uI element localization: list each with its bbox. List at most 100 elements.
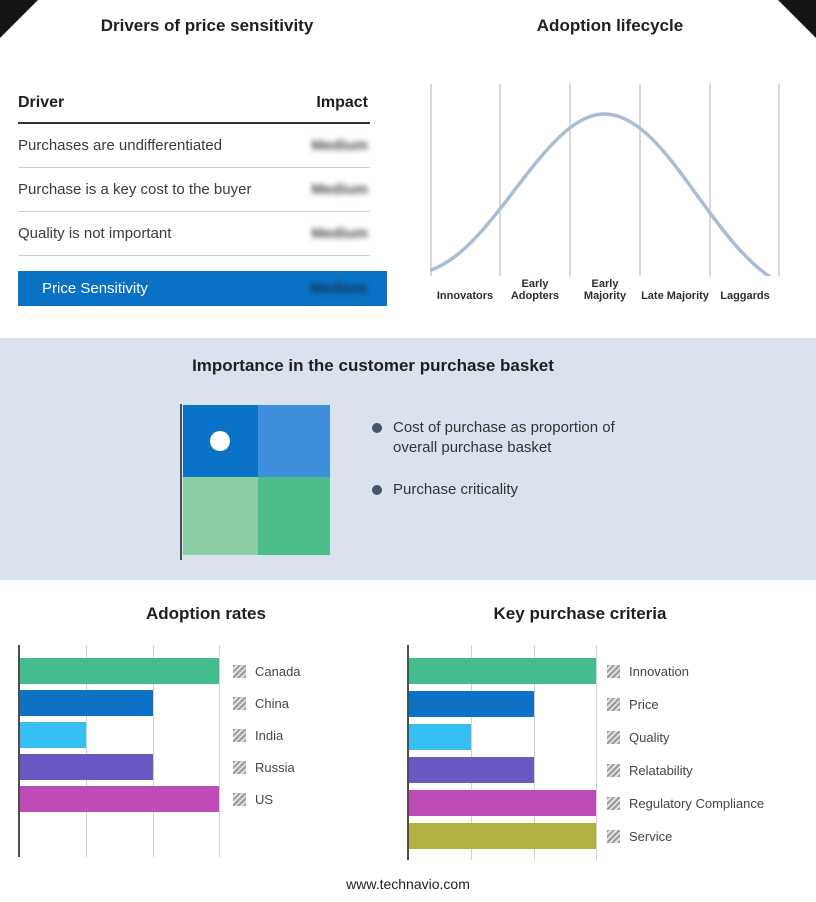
bar-india xyxy=(20,722,87,748)
legend-item: Innovation xyxy=(607,663,689,679)
gridline xyxy=(471,645,472,860)
bullet-text: Cost of purchase as proportion of overal… xyxy=(393,419,615,456)
legend-label: Service xyxy=(629,828,673,844)
price-sensitivity-summary-bar: Price Sensitivity Medium xyxy=(18,271,387,306)
legend-label: Russia xyxy=(255,759,295,775)
legend-item: Canada xyxy=(233,663,301,679)
bullet-icon xyxy=(372,485,382,495)
adoption-rates-title: Adoption rates xyxy=(146,604,266,623)
bullet-text: Purchase criticality xyxy=(393,481,519,498)
bullet-icon xyxy=(372,423,382,433)
drivers-table-header: Driver Impact xyxy=(18,90,370,124)
drivers-section-title: Drivers of price sensitivity xyxy=(100,16,314,35)
legend-label: Innovation xyxy=(629,663,689,679)
impact-cell: Medium xyxy=(311,181,368,198)
impact-cell: Medium xyxy=(311,225,368,242)
corner-accent-top-left-icon xyxy=(0,0,38,38)
lifecycle-stage-labels: Innovators Early Adopters Early Majority… xyxy=(430,274,780,302)
position-marker-icon xyxy=(210,431,230,451)
gridline xyxy=(534,645,535,860)
bar-relatability xyxy=(409,757,534,783)
legend-label: China xyxy=(255,695,289,711)
lifecycle-section-title: Adoption lifecycle xyxy=(536,16,684,35)
bar-china xyxy=(20,690,153,716)
bell-curve xyxy=(429,112,780,284)
bar-regulatory-compliance xyxy=(409,790,596,816)
driver-cell: Purchases are undifferentiated xyxy=(18,137,223,154)
bar-russia xyxy=(20,754,153,780)
legend-label: US xyxy=(255,791,274,807)
lifecycle-stage-label: Early Majority xyxy=(583,278,627,302)
legend-swatch-icon xyxy=(607,796,620,810)
corner-accent-top-right-icon xyxy=(778,0,816,38)
quadrant-axis-line xyxy=(180,404,182,560)
legend-item: Price xyxy=(607,696,659,712)
adoption-rates-legend: Canada China India Russia US xyxy=(233,645,393,857)
adoption-lifecycle-chart: Innovators Early Adopters Early Majority… xyxy=(429,84,780,302)
quadrant-top-left xyxy=(183,405,258,477)
website-url: www.technavio.com xyxy=(346,876,470,892)
lifecycle-stage-label: Laggards xyxy=(720,290,770,302)
purchase-basket-section: Importance in the customer purchase bask… xyxy=(0,338,816,580)
summary-impact-value: Medium xyxy=(310,280,367,297)
legend-swatch-icon xyxy=(607,697,620,711)
impact-column-header: Impact xyxy=(316,94,368,111)
legend-swatch-icon xyxy=(607,664,620,678)
bar-charts-section: Adoption rates Key purchase criteria Can… xyxy=(0,580,816,902)
basket-section-title: Importance in the customer purchase bask… xyxy=(192,356,554,375)
impact-cell: Medium xyxy=(311,137,368,154)
gridline xyxy=(219,645,220,857)
lifecycle-curve-plot xyxy=(429,84,780,284)
legend-item: India xyxy=(233,727,284,743)
bar-service xyxy=(409,823,596,849)
legend-item: Service xyxy=(607,828,673,844)
legend-swatch-icon xyxy=(233,664,246,678)
legend-swatch-icon xyxy=(607,730,620,744)
key-purchase-criteria-chart xyxy=(407,645,597,860)
lifecycle-stage-label: Early Adopters xyxy=(510,278,560,302)
driver-column-header: Driver xyxy=(18,94,65,111)
table-row: Quality is not important Medium xyxy=(18,212,370,256)
bar-quality xyxy=(409,724,472,750)
quadrant-chart xyxy=(183,405,330,555)
legend-swatch-icon xyxy=(607,763,620,777)
legend-swatch-icon xyxy=(233,792,246,806)
legend-item: Regulatory Compliance xyxy=(607,795,765,811)
lifecycle-stage-label: Late Majority xyxy=(641,290,709,302)
key-purchase-criteria-title: Key purchase criteria xyxy=(493,604,667,623)
bar-us xyxy=(20,786,219,812)
lifecycle-stage-label: Innovators xyxy=(436,290,494,302)
legend-label: Relatability xyxy=(629,762,693,778)
legend-label: Canada xyxy=(255,663,301,679)
legend-swatch-icon xyxy=(233,760,246,774)
legend-label: Price xyxy=(629,696,659,712)
legend-label: India xyxy=(255,727,284,743)
driver-cell: Quality is not important xyxy=(18,225,172,242)
legend-label: Regulatory Compliance xyxy=(629,795,765,811)
bar-canada xyxy=(20,658,219,684)
adoption-rates-chart xyxy=(18,645,220,857)
legend-item: US xyxy=(233,791,274,807)
bar-innovation xyxy=(409,658,596,684)
key-purchase-criteria-legend: Innovation Price Quality Relatability Re… xyxy=(607,645,807,860)
summary-label: Price Sensitivity xyxy=(42,280,148,297)
table-row: Purchase is a key cost to the buyer Medi… xyxy=(18,168,370,212)
legend-item: China xyxy=(233,695,289,711)
table-row: Purchases are undifferentiated Medium xyxy=(18,124,370,168)
legend-item: Relatability xyxy=(607,762,693,778)
gridline xyxy=(596,645,597,860)
quadrant-bottom-left xyxy=(183,477,258,555)
legend-swatch-icon xyxy=(233,728,246,742)
legend-label: Quality xyxy=(629,729,670,745)
drivers-table: Driver Impact Purchases are undifferenti… xyxy=(18,90,370,256)
legend-item: Russia xyxy=(233,759,295,775)
legend-swatch-icon xyxy=(607,829,620,843)
gridline xyxy=(86,645,87,857)
list-item: Purchase criticality xyxy=(372,480,645,500)
bar-price xyxy=(409,691,534,717)
legend-item: Quality xyxy=(607,729,670,745)
legend-swatch-icon xyxy=(233,696,246,710)
gridline xyxy=(153,645,154,857)
list-item: Cost of purchase as proportion of overal… xyxy=(372,418,645,458)
